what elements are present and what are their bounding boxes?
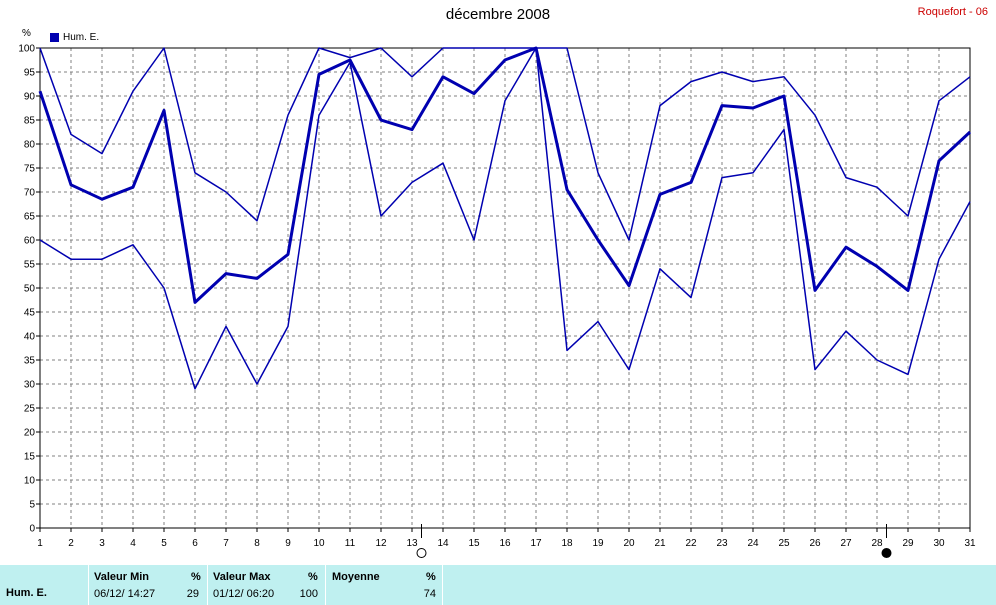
- y-tick-label: 30: [24, 380, 36, 391]
- y-tick-label: 75: [24, 164, 36, 175]
- y-tick-label: 0: [29, 524, 35, 535]
- x-tick-label: 4: [130, 538, 136, 549]
- humidity-chart: 0510152025303540455055606570758085909510…: [18, 44, 976, 558]
- x-tick-label: 2: [68, 538, 74, 549]
- legend-swatch: [50, 33, 59, 42]
- y-axis-unit: %: [22, 28, 31, 39]
- stats-avg-label: Moyenne: [332, 571, 380, 583]
- legend-label: Hum. E.: [63, 32, 100, 43]
- x-tick-label: 21: [654, 538, 666, 549]
- stats-empty-cell: [442, 565, 996, 605]
- y-tick-label: 40: [24, 332, 36, 343]
- y-tick-label: 5: [29, 500, 35, 511]
- y-tick-label: 80: [24, 140, 36, 151]
- x-tick-label: 16: [499, 538, 511, 549]
- x-tick-label: 26: [809, 538, 821, 549]
- x-tick-label: 1: [37, 538, 43, 549]
- x-tick-label: 14: [437, 538, 449, 549]
- x-tick-label: 17: [530, 538, 542, 549]
- stats-min-cell: Valeur Min % 06/12/ 14:27 29: [88, 565, 207, 605]
- stats-max-date: 01/12/ 06:20: [213, 588, 275, 600]
- stats-min-date: 06/12/ 14:27: [94, 588, 156, 600]
- full-moon-icon: [416, 548, 427, 558]
- stats-avg-unit: %: [426, 571, 436, 583]
- stats-max-value: 100: [299, 588, 318, 600]
- stats-min-label: Valeur Min: [94, 571, 150, 583]
- y-tick-label: 90: [24, 92, 36, 103]
- y-tick-label: 25: [24, 404, 36, 415]
- y-tick-label: 55: [24, 260, 36, 271]
- x-tick-label: 27: [840, 538, 852, 549]
- stats-max-label: Valeur Max: [213, 571, 271, 583]
- x-tick-label: 22: [685, 538, 697, 549]
- new-moon-icon: [881, 548, 892, 558]
- x-tick-label: 7: [223, 538, 229, 549]
- y-tick-label: 60: [24, 236, 36, 247]
- chart-title: décembre 2008: [445, 6, 551, 23]
- x-tick-label: 25: [778, 538, 790, 549]
- x-tick-label: 6: [192, 538, 198, 549]
- x-tick-label: 18: [561, 538, 573, 549]
- x-tick-label: 12: [375, 538, 387, 549]
- y-tick-label: 10: [24, 476, 36, 487]
- x-tick-label: 15: [468, 538, 480, 549]
- y-tick-label: 45: [24, 308, 36, 319]
- x-tick-label: 8: [254, 538, 260, 549]
- station-name: Roquefort - 06: [917, 6, 988, 18]
- y-tick-label: 15: [24, 452, 36, 463]
- legend: Hum. E.: [50, 32, 99, 43]
- x-tick-label: 24: [747, 538, 759, 549]
- y-tick-label: 50: [24, 284, 36, 295]
- stats-max-unit: %: [308, 571, 318, 583]
- series-line-moyenne: [38, 46, 972, 304]
- x-tick-label: 9: [285, 538, 291, 549]
- stats-max-cell: Valeur Max % 01/12/ 06:20 100: [207, 565, 325, 605]
- x-tick-label: 28: [871, 538, 883, 549]
- x-tick-label: 10: [313, 538, 325, 549]
- y-tick-label: 100: [18, 44, 35, 55]
- x-tick-label: 30: [933, 538, 945, 549]
- y-tick-label: 95: [24, 68, 36, 79]
- stats-panel: Hum. E. Valeur Min % 06/12/ 14:27 29 Val…: [0, 565, 996, 605]
- series-line-max: [39, 47, 971, 241]
- x-tick-label: 5: [161, 538, 167, 549]
- x-tick-label: 23: [716, 538, 728, 549]
- x-tick-label: 3: [99, 538, 105, 549]
- y-tick-label: 35: [24, 356, 36, 367]
- y-tick-label: 65: [24, 212, 36, 223]
- x-tick-label: 31: [964, 538, 976, 549]
- x-tick-label: 29: [902, 538, 914, 549]
- y-tick-label: 85: [24, 116, 36, 127]
- x-tick-label: 20: [623, 538, 635, 549]
- x-tick-label: 13: [406, 538, 418, 549]
- y-tick-label: 20: [24, 428, 36, 439]
- stats-row-label-cell: Hum. E.: [0, 565, 87, 605]
- series-line-min: [39, 47, 971, 390]
- y-tick-label: 70: [24, 188, 36, 199]
- stats-min-value: 29: [186, 588, 199, 600]
- stats-avg-cell: Moyenne % 74: [325, 565, 442, 605]
- stats-avg-value: 74: [423, 588, 436, 600]
- stats-min-unit: %: [191, 571, 201, 583]
- stats-row-label: Hum. E.: [6, 587, 47, 599]
- x-tick-label: 19: [592, 538, 604, 549]
- x-tick-label: 11: [345, 538, 356, 549]
